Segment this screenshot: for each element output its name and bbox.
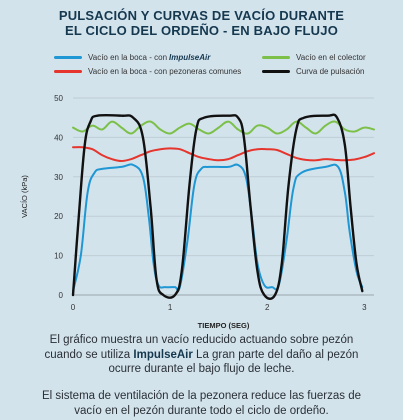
legend-item-collector: Vacío en el colector <box>262 53 366 62</box>
caption-line-1: El gráfico muestra un vacío reducido act… <box>49 334 354 346</box>
y-tick-label-50: 50 <box>54 94 63 103</box>
caption-line-4: El sistema de ventilación de la pezonera… <box>42 390 361 402</box>
caption-line-3: ocurre durante el bajo flujo de leche. <box>108 363 295 375</box>
caption-paragraph-1: El gráfico muestra un vacío reducido act… <box>0 333 403 377</box>
legend-label-pulsation: Curva de pulsación <box>296 67 365 76</box>
legend-swatch-green <box>262 56 290 59</box>
caption-line-5: vacío en el pezón durante todo el ciclo … <box>74 404 329 417</box>
x-tick-label-1: 1 <box>168 303 173 312</box>
caption-line-2: cuando se utiliza ImpulseAir La gran par… <box>0 348 403 363</box>
chart-legend: Vacío en la boca - con ImpulseAir Vacío … <box>0 52 403 84</box>
legend-label-collector: Vacío en el colector <box>296 53 366 62</box>
caption-brand: ImpulseAir <box>133 348 193 361</box>
series-line-collector <box>72 120 375 135</box>
title-line-1: PULSACIÓN Y CURVAS DE VACÍO DURANTE <box>58 8 345 23</box>
chart-title: PULSACIÓN Y CURVAS DE VACÍO DURANTE EL C… <box>0 8 403 38</box>
x-axis-label: TIEMPO (SEG) <box>198 321 250 330</box>
y-tick-label-0: 0 <box>59 291 64 300</box>
y-tick-label-30: 30 <box>54 173 63 182</box>
legend-item-impulseair: Vacío en la boca - con ImpulseAir <box>54 53 210 62</box>
legend-swatch-blue <box>54 56 82 59</box>
legend-swatch-black <box>262 70 290 73</box>
y-axis-label: VACÍO (kPa) <box>20 175 29 218</box>
y-tick-label-10: 10 <box>54 252 63 261</box>
series-line-pulsation <box>71 113 364 300</box>
y-tick-label-40: 40 <box>54 133 63 142</box>
legend-label-common-liners: Vacío en la boca - con pezoneras comunes <box>88 67 242 76</box>
legend-brand-impulseair: ImpulseAir <box>169 53 211 62</box>
line-chart: 0 10 20 30 40 50 0 1 2 3 TIEMPO (SEG) VACÍO (kPa) <box>20 94 375 330</box>
title-line-2: EL CICLO DEL ORDEÑO - EN BAJO FLUJO <box>64 23 339 38</box>
caption-text-2b: La gran parte del daño al pezón <box>196 348 359 361</box>
x-tick-label-0: 0 <box>71 303 76 312</box>
caption-paragraph-2: El sistema de ventilación de la pezonera… <box>0 389 403 418</box>
caption-text-2a: cuando se utiliza <box>44 348 131 361</box>
y-tick-label-20: 20 <box>54 212 63 221</box>
x-tick-label-3: 3 <box>362 303 367 312</box>
series-line-common-liners <box>72 146 375 162</box>
legend-label-impulseair: Vacío en la boca - con <box>88 53 168 62</box>
legend-item-pulsation: Curva de pulsación <box>262 67 364 76</box>
series-line-impulseair <box>72 163 364 293</box>
legend-swatch-red <box>54 70 82 73</box>
x-tick-label-2: 2 <box>265 303 270 312</box>
legend-item-common-liners: Vacío en la boca - con pezoneras comunes <box>54 67 241 76</box>
